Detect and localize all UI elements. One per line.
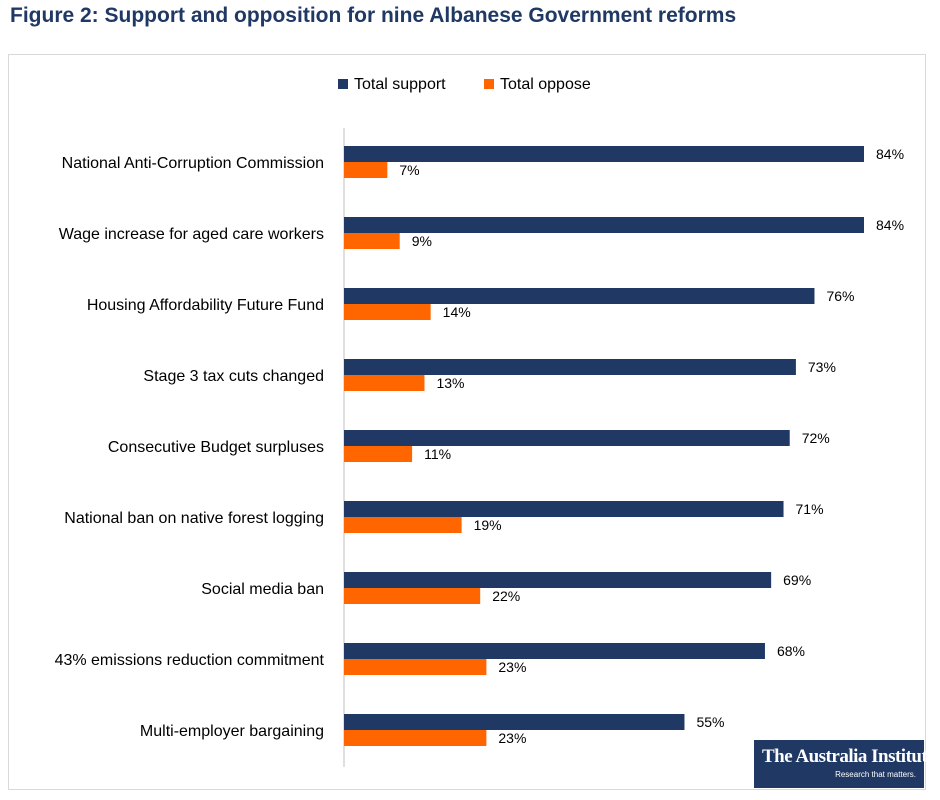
support-value-label: 69% bbox=[783, 572, 811, 588]
support-bar bbox=[344, 501, 784, 517]
support-value-label: 55% bbox=[696, 714, 724, 730]
support-bar bbox=[344, 146, 864, 162]
oppose-value-label: 14% bbox=[443, 304, 471, 320]
support-value-label: 76% bbox=[826, 288, 854, 304]
category-label: National Anti-Corruption Commission bbox=[62, 155, 324, 172]
support-bar bbox=[344, 288, 815, 304]
legend-swatch-1 bbox=[484, 79, 494, 89]
oppose-bar bbox=[344, 588, 481, 604]
oppose-bar bbox=[344, 659, 487, 675]
support-bar bbox=[344, 359, 796, 375]
category-label: Multi-employer bargaining bbox=[140, 723, 324, 740]
oppose-value-label: 19% bbox=[474, 517, 502, 533]
category-label: Housing Affordability Future Fund bbox=[87, 297, 324, 314]
oppose-value-label: 9% bbox=[412, 233, 432, 249]
figure-title: Figure 2: Support and opposition for nin… bbox=[10, 4, 737, 27]
support-bar bbox=[344, 643, 765, 659]
oppose-bar bbox=[344, 517, 462, 533]
support-value-label: 84% bbox=[876, 217, 904, 233]
oppose-bar bbox=[344, 730, 487, 746]
bars-group: National Anti-Corruption Commission 84% 7%… bbox=[55, 146, 904, 746]
support-bar bbox=[344, 714, 685, 730]
oppose-value-label: 22% bbox=[492, 588, 520, 604]
category-label: Consecutive Budget surpluses bbox=[108, 439, 324, 456]
oppose-bar bbox=[344, 304, 431, 320]
support-value-label: 84% bbox=[876, 146, 904, 162]
support-bar bbox=[344, 217, 864, 233]
oppose-bar bbox=[344, 162, 388, 178]
logo-tagline: Research that matters. bbox=[835, 770, 916, 779]
chart-frame bbox=[8, 54, 926, 790]
legend-label-0: Total support bbox=[354, 76, 446, 93]
oppose-value-label: 13% bbox=[436, 375, 464, 391]
legend: Total support Total oppose bbox=[338, 76, 591, 93]
category-label: Social media ban bbox=[201, 581, 324, 598]
oppose-value-label: 23% bbox=[498, 659, 526, 675]
support-value-label: 68% bbox=[777, 643, 805, 659]
oppose-bar bbox=[344, 233, 400, 249]
support-bar bbox=[344, 430, 790, 446]
australia-institute-logo: The Australia Institute Research that ma… bbox=[754, 740, 936, 788]
oppose-value-label: 7% bbox=[399, 162, 419, 178]
category-label: Wage increase for aged care workers bbox=[59, 226, 324, 243]
oppose-bar bbox=[344, 446, 413, 462]
oppose-value-label: 11% bbox=[424, 446, 451, 462]
logo-name: The Australia Institute bbox=[762, 746, 936, 767]
category-label: National ban on native forest logging bbox=[64, 510, 324, 527]
support-value-label: 73% bbox=[808, 359, 836, 375]
legend-label-1: Total oppose bbox=[500, 76, 591, 93]
oppose-value-label: 23% bbox=[498, 730, 526, 746]
category-label: Stage 3 tax cuts changed bbox=[143, 368, 324, 385]
legend-swatch-0 bbox=[338, 79, 348, 89]
support-value-label: 71% bbox=[796, 501, 824, 517]
category-label: 43% emissions reduction commitment bbox=[55, 652, 325, 669]
oppose-bar bbox=[344, 375, 425, 391]
support-bar bbox=[344, 572, 772, 588]
support-value-label: 72% bbox=[802, 430, 830, 446]
